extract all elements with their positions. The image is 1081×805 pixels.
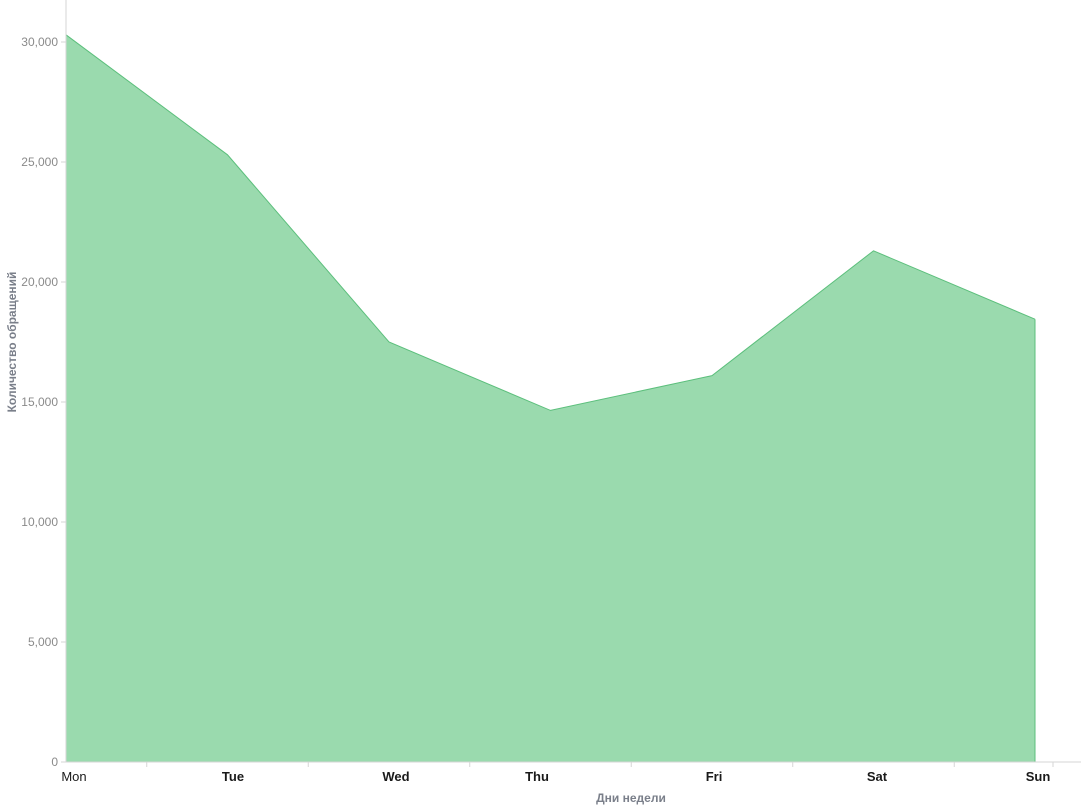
x-tick-label: Thu [525, 769, 549, 784]
y-tick-label: 20,000 [21, 275, 58, 289]
area-fill [66, 34, 1035, 763]
x-tick-label: Mon [61, 769, 86, 784]
x-tick-label: Fri [706, 769, 723, 784]
y-tick-label: 30,000 [21, 35, 58, 49]
y-tick-label: 25,000 [21, 155, 58, 169]
axes: 0 5,000 10,000 15,000 20,000 25,000 30,000 Mon T… [21, 0, 1081, 784]
x-tick-label: Sun [1026, 769, 1051, 784]
plot-area [65, 34, 1036, 763]
x-axis-title: Дни недели [596, 791, 666, 805]
y-tick-label: 15,000 [21, 395, 58, 409]
x-tick-label: Tue [222, 769, 244, 784]
x-tick-label: Wed [382, 769, 409, 784]
series-line [65, 34, 1036, 411]
y-tick-label: 10,000 [21, 515, 58, 529]
y-tick-label: 0 [51, 755, 58, 769]
y-axis-title: Количество обращений [5, 272, 19, 413]
x-tick-label: Sat [867, 769, 888, 784]
y-tick-label: 5,000 [28, 635, 58, 649]
